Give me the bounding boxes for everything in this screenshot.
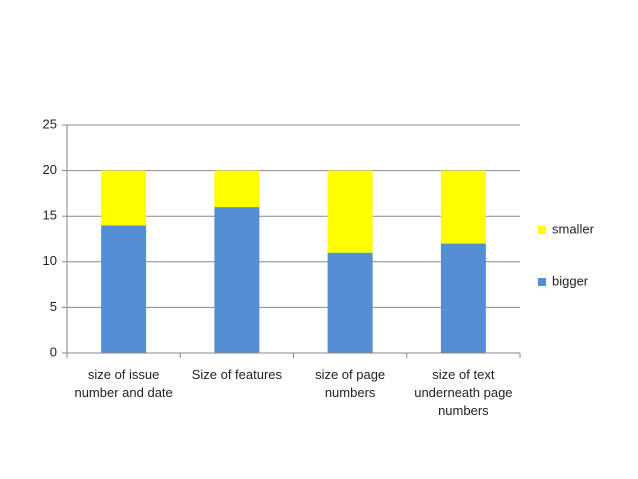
x-tick-label: size of issue number and date bbox=[74, 367, 173, 400]
x-tick-label: size of page numbers bbox=[315, 367, 386, 400]
bar-segment bbox=[440, 170, 486, 244]
y-tick-label: 15 bbox=[43, 208, 57, 223]
bar-segment bbox=[101, 225, 147, 353]
bar-segment bbox=[214, 207, 260, 353]
y-tick-label: 20 bbox=[43, 162, 57, 177]
bar-segment bbox=[327, 252, 373, 353]
legend-swatch bbox=[538, 226, 546, 234]
legend-swatch bbox=[538, 278, 546, 286]
y-tick-label: 10 bbox=[43, 253, 57, 268]
legend-label: smaller bbox=[552, 221, 595, 236]
legend-label: bigger bbox=[552, 273, 589, 288]
y-tick-label: 0 bbox=[50, 344, 57, 359]
x-tick-label: Size of features bbox=[191, 367, 283, 382]
bar-segment bbox=[101, 170, 147, 226]
x-tick-label: size of text underneath page numbers bbox=[414, 367, 513, 418]
bar-segment bbox=[440, 243, 486, 353]
y-tick-label: 25 bbox=[43, 116, 57, 131]
y-tick-label: 5 bbox=[50, 299, 57, 314]
bar-segment bbox=[214, 170, 260, 208]
bar-segment bbox=[327, 170, 373, 253]
